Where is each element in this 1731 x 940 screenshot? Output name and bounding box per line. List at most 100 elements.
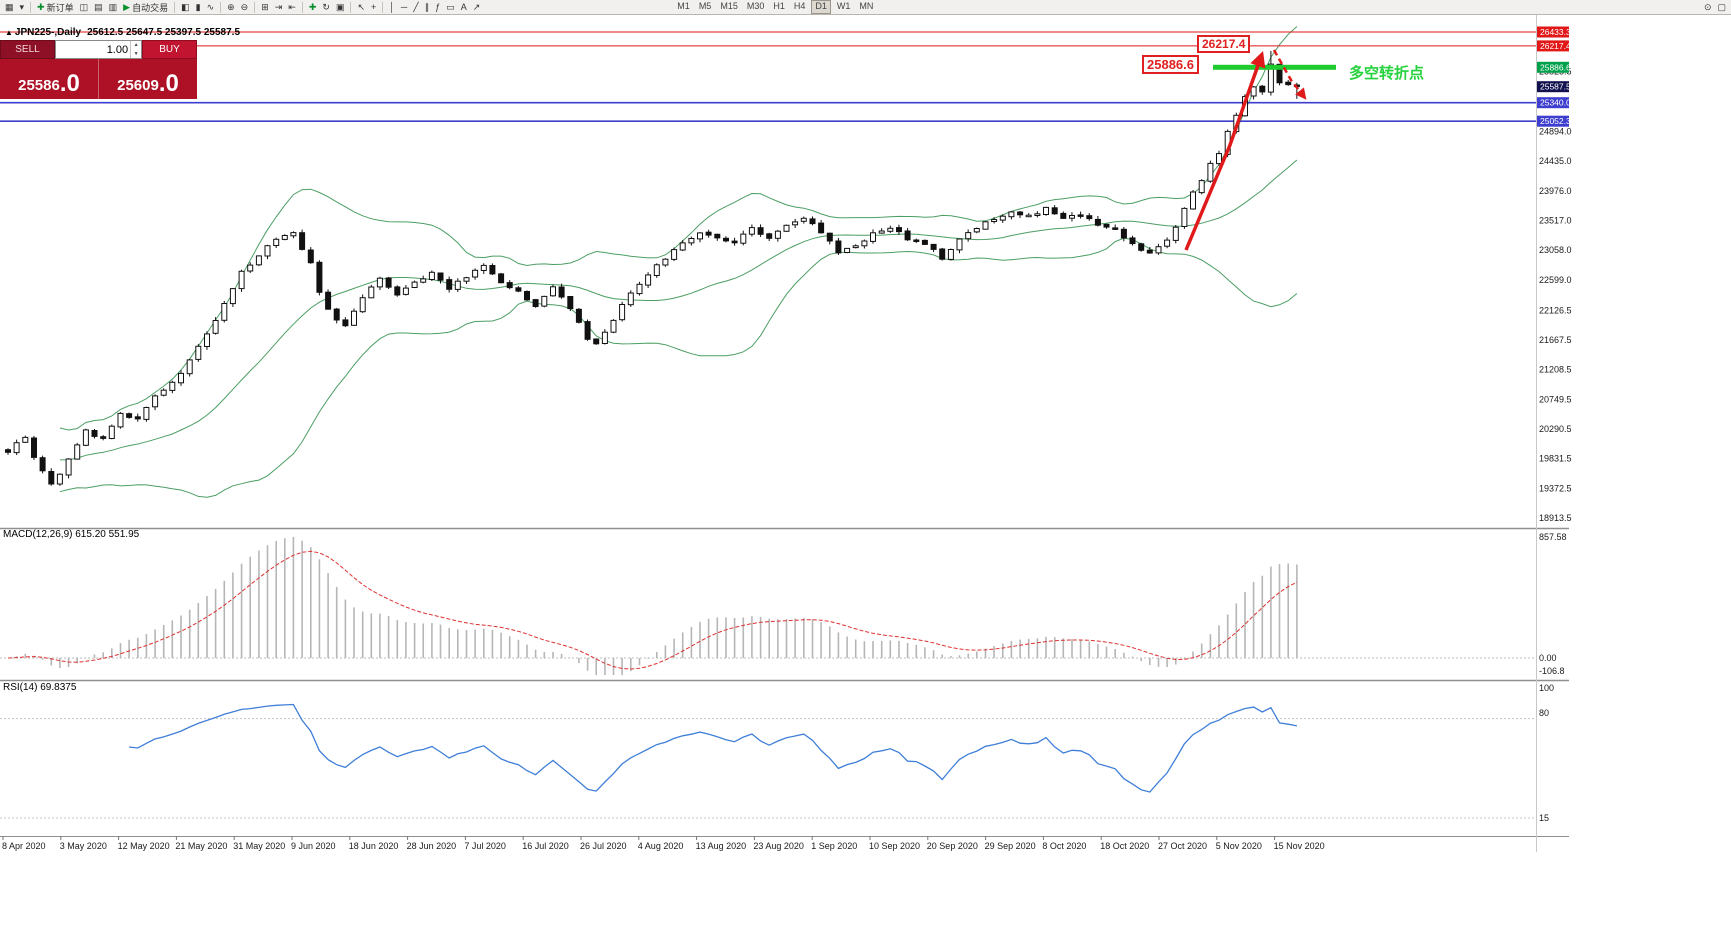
svg-text:20 Sep 2020: 20 Sep 2020 xyxy=(927,841,978,851)
timeframe-D1[interactable]: D1 xyxy=(811,0,831,14)
toolbar-separator xyxy=(254,1,256,13)
svg-text:21208.5: 21208.5 xyxy=(1539,365,1572,375)
crosshair-icon[interactable]: + xyxy=(369,1,378,14)
terminal-icon[interactable]: ▥ xyxy=(107,1,120,14)
window-caret-icon[interactable]: ▾ xyxy=(18,1,27,14)
templates-icon[interactable]: ▣ xyxy=(334,1,347,14)
timeframe-M1[interactable]: M1 xyxy=(677,1,690,11)
indicators-icon: ✚ xyxy=(308,1,317,12)
vertical-line-icon[interactable]: │ xyxy=(387,1,397,14)
periods-icon[interactable]: ↻ xyxy=(320,1,332,14)
sell-price[interactable]: 25586.0 xyxy=(0,59,98,99)
sell-button[interactable]: SELL xyxy=(0,40,55,59)
bar-chart-icon: ◧ xyxy=(181,1,190,12)
horizontal-line-icon: ─ xyxy=(400,1,408,12)
svg-text:24894.0: 24894.0 xyxy=(1539,127,1572,137)
svg-text:7 Jul 2020: 7 Jul 2020 xyxy=(464,841,506,851)
timeframe-M5[interactable]: M5 xyxy=(698,1,712,11)
fibonacci-icon: ƒ xyxy=(435,1,441,12)
data-window-icon: ▤ xyxy=(94,1,103,12)
macd-signal-line xyxy=(7,550,1298,670)
auto-trading-icon: ▶ xyxy=(123,1,131,12)
svg-text:20749.5: 20749.5 xyxy=(1539,394,1572,404)
svg-text:18913.5: 18913.5 xyxy=(1539,513,1572,523)
buy-price[interactable]: 25609.0 xyxy=(98,59,197,99)
pane-separators[interactable] xyxy=(0,15,1569,852)
chart-shift-icon[interactable]: ⇤ xyxy=(286,1,298,14)
resistance-price-label[interactable]: 26217.4 xyxy=(1197,35,1251,53)
svg-text:22599.0: 22599.0 xyxy=(1539,275,1572,285)
timeframe-group: M1 M5 M15 M30 H1 H4 D1 W1 MN xyxy=(674,0,876,14)
timeframe-H1[interactable]: H1 xyxy=(773,1,785,11)
toolbar-separator xyxy=(382,1,384,13)
indicators-icon[interactable]: ✚ xyxy=(307,1,319,14)
bollinger-bands xyxy=(59,26,1298,498)
breakout-price-label[interactable]: 25886.6 xyxy=(1142,55,1199,74)
svg-text:13 Aug 2020: 13 Aug 2020 xyxy=(696,841,747,851)
one-click-trading-panel: SELL ▲ ▼ BUY 25586.0 25609.0 xyxy=(0,40,197,99)
chart-ohlc-values: 25612.5 25647.5 25397.5 25587.5 xyxy=(87,27,241,38)
fibonacci-icon[interactable]: ƒ xyxy=(433,1,442,14)
horizontal-lines[interactable] xyxy=(0,31,1536,122)
uptrend-arrow[interactable] xyxy=(1184,51,1266,251)
bb-upper-band xyxy=(59,26,1298,431)
chart-shift-icon: ⇤ xyxy=(288,1,296,12)
svg-text:19831.5: 19831.5 xyxy=(1539,454,1572,464)
new-order-button-label: 新订单 xyxy=(46,2,74,13)
zoom-out-icon[interactable]: ⊖ xyxy=(239,1,251,14)
rsi-pane xyxy=(0,703,1536,819)
new-window-icon[interactable]: ▢ xyxy=(1715,1,1728,14)
timeframe-M15[interactable]: M15 xyxy=(720,1,738,11)
chart-window-icon: ▦ xyxy=(5,1,14,12)
arrow-tool-icon[interactable]: ↗ xyxy=(471,1,483,14)
channel-icon: ∥ xyxy=(424,1,430,12)
svg-text:22126.5: 22126.5 xyxy=(1539,305,1572,315)
auto-trading-button[interactable]: ▶ 自动交易 xyxy=(121,1,170,14)
auto-scroll-icon: ⇥ xyxy=(274,1,283,12)
bar-chart-icon[interactable]: ◧ xyxy=(179,1,192,14)
buy-button[interactable]: BUY xyxy=(142,40,197,59)
timeframe-MN[interactable]: MN xyxy=(859,1,874,11)
volume-spinner: ▲ ▼ xyxy=(130,41,141,58)
svg-text:25587.5: 25587.5 xyxy=(1540,82,1571,92)
volume-input[interactable] xyxy=(56,41,131,58)
timeframe-W1[interactable]: W1 xyxy=(836,1,851,11)
timeframe-M30[interactable]: M30 xyxy=(746,1,765,11)
breakout-zone-bar[interactable] xyxy=(1213,64,1336,70)
tile-windows-icon[interactable]: ⊞ xyxy=(259,1,271,14)
shapes-icon[interactable]: ▭ xyxy=(444,1,457,14)
svg-text:100: 100 xyxy=(1539,683,1554,693)
search-icon[interactable]: ⊙ xyxy=(1702,1,1714,14)
zoom-in-icon[interactable]: ⊕ xyxy=(225,1,237,14)
svg-text:26433.3: 26433.3 xyxy=(1540,27,1571,37)
trendline-icon[interactable]: ╱ xyxy=(411,1,420,14)
svg-text:21667.5: 21667.5 xyxy=(1539,335,1572,345)
volume-down-icon[interactable]: ▼ xyxy=(133,50,139,57)
pullback-arrow[interactable] xyxy=(1272,49,1307,100)
data-window-icon[interactable]: ▤ xyxy=(92,1,105,14)
cursor-icon[interactable]: ↖ xyxy=(355,1,367,14)
channel-icon[interactable]: ∥ xyxy=(423,1,432,14)
candlestick-chart-icon[interactable]: ▮ xyxy=(194,1,203,14)
text-icon[interactable]: A xyxy=(459,1,469,14)
new-order-button[interactable]: ✚ 新订单 xyxy=(35,1,76,14)
timeframe-H4[interactable]: H4 xyxy=(793,1,806,11)
turning-point-label[interactable]: 多空转折点 xyxy=(1349,65,1425,82)
trend-arrows[interactable] xyxy=(1184,49,1307,251)
svg-text:857.58: 857.58 xyxy=(1539,532,1567,542)
cursor-icon: ↖ xyxy=(357,1,365,12)
horizontal-line-icon[interactable]: ─ xyxy=(399,1,409,14)
svg-text:15: 15 xyxy=(1539,813,1549,823)
chart-window-icon[interactable]: ▦ xyxy=(3,1,16,14)
auto-scroll-icon[interactable]: ⇥ xyxy=(273,1,285,14)
line-chart-icon[interactable]: ∿ xyxy=(205,1,217,14)
svg-text:8 Apr 2020: 8 Apr 2020 xyxy=(2,841,46,851)
green-zone[interactable] xyxy=(1213,64,1336,70)
svg-text:16 Jul 2020: 16 Jul 2020 xyxy=(522,841,569,851)
market-watch-icon[interactable]: ◫ xyxy=(78,1,91,14)
svg-text:19372.5: 19372.5 xyxy=(1539,483,1572,493)
volume-up-icon[interactable]: ▲ xyxy=(133,42,139,48)
bb-middle-band xyxy=(59,159,1298,461)
svg-text:21 May 2020: 21 May 2020 xyxy=(175,841,227,851)
